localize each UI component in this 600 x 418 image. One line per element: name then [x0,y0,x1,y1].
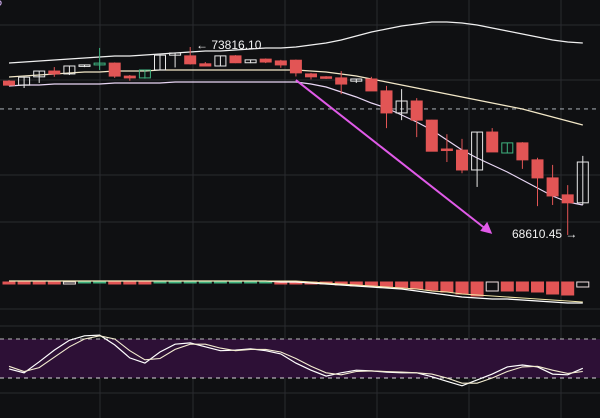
high-price-label: ← 73816.10 [196,38,262,52]
candle-down [335,77,348,85]
candle-up [350,78,363,82]
candle-up [63,65,76,75]
candle-up [501,142,514,154]
candle-down [440,148,453,152]
candle-down [320,76,333,79]
macd-histogram-bar [515,281,529,292]
corner-label: 5 [0,0,2,9]
candle-down [123,75,136,79]
macd-histogram-bar [455,281,469,295]
macd-histogram-bar [485,281,499,292]
bollinger-upper-line [8,21,583,64]
low-price-label: 68610.45 → [512,227,578,241]
candle-down [184,55,197,65]
candle-up [18,76,31,86]
macd-histogram-bar [2,281,16,285]
macd-histogram-bar [425,281,439,291]
stochastic-band [0,339,600,378]
macd-histogram-bar [546,281,560,295]
candle-up [33,70,46,78]
macd-histogram-bar [470,281,484,297]
macd-histogram-bar [123,281,137,285]
candle-down [229,55,242,64]
macd-histogram-bar [108,281,122,285]
candle-down [561,194,574,204]
candle-up [93,62,106,66]
candle-up [244,59,257,64]
bollinger-middle-line [8,69,583,126]
macd-histogram-bar [47,281,61,285]
macd-histogram-bar [138,281,152,285]
macd-histogram-bar [561,281,575,296]
macd-histogram-bar [395,281,409,289]
trend-arrow-head [480,221,493,234]
stochastic-k-line [8,334,584,387]
stochastic-d-line [8,335,583,384]
candle-down [305,73,317,78]
candle-down [48,70,61,75]
macd-histogram-bar [576,281,590,288]
macd-histogram-bar [410,281,424,290]
candle-down [486,131,499,153]
candle-down [380,90,393,114]
candle-down [365,78,378,92]
macd-histogram-bar [500,281,514,292]
candle-up [471,131,484,171]
trend-arrow-line [295,79,489,232]
macd-signal-line [9,280,583,303]
candle-up [78,64,91,67]
candle-down [546,177,559,197]
candle-down [3,80,15,86]
candle-down [410,100,423,121]
candle-down [456,149,468,171]
macd-histogram-bar [440,281,454,293]
candle-up [169,52,182,56]
candle-down [108,62,121,77]
candle-up [154,54,166,71]
candle-down [274,60,287,66]
candle-up [576,161,589,204]
candle-down [259,58,272,63]
macd-histogram-bar [32,281,46,285]
macd-histogram-bar [62,281,76,285]
candle-up [214,55,227,67]
candle-down [199,63,212,67]
candle-down [531,159,544,179]
candle-down [516,142,529,161]
candle-down [289,59,302,74]
macd-histogram-bar [531,281,544,293]
candle-up [138,69,151,79]
macd-histogram-bar [17,281,31,285]
bollinger-lower-line [8,81,583,206]
candle-up [395,100,408,114]
candle-down [425,119,438,152]
